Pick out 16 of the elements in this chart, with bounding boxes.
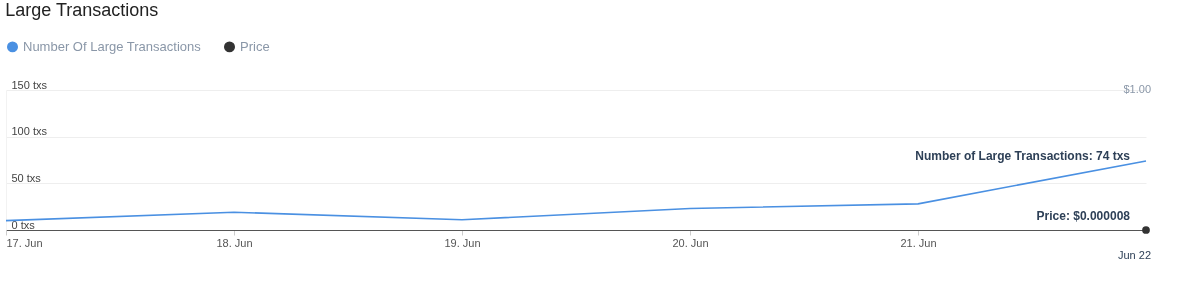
y-tick-label: 50 txs <box>11 171 42 184</box>
x-tick-label: 20. Jun <box>672 236 709 249</box>
x-tick-label: 18. Jun <box>216 236 253 249</box>
x-tick-label: 17. Jun <box>6 236 43 249</box>
y-tick-label: 150 txs <box>11 78 48 91</box>
annotation: Price: $0.000008 <box>1036 209 1131 223</box>
text: Jun 22 <box>1117 249 1151 261</box>
x-tick-label: 19. Jun <box>444 236 481 249</box>
y-tick-label: 0 txs <box>11 218 36 231</box>
legend-label: Price <box>240 38 270 54</box>
annotation: Number of Large Transactions: 74 txs <box>915 148 1131 163</box>
legend-label: Number Of Large Transactions <box>23 38 202 54</box>
y-tick-label: 100 txs <box>11 125 48 138</box>
annotation: $1.00 <box>1123 83 1151 95</box>
x-tick-label: 21. Jun <box>900 236 937 249</box>
chart-title: Large Transactions <box>5 0 159 20</box>
